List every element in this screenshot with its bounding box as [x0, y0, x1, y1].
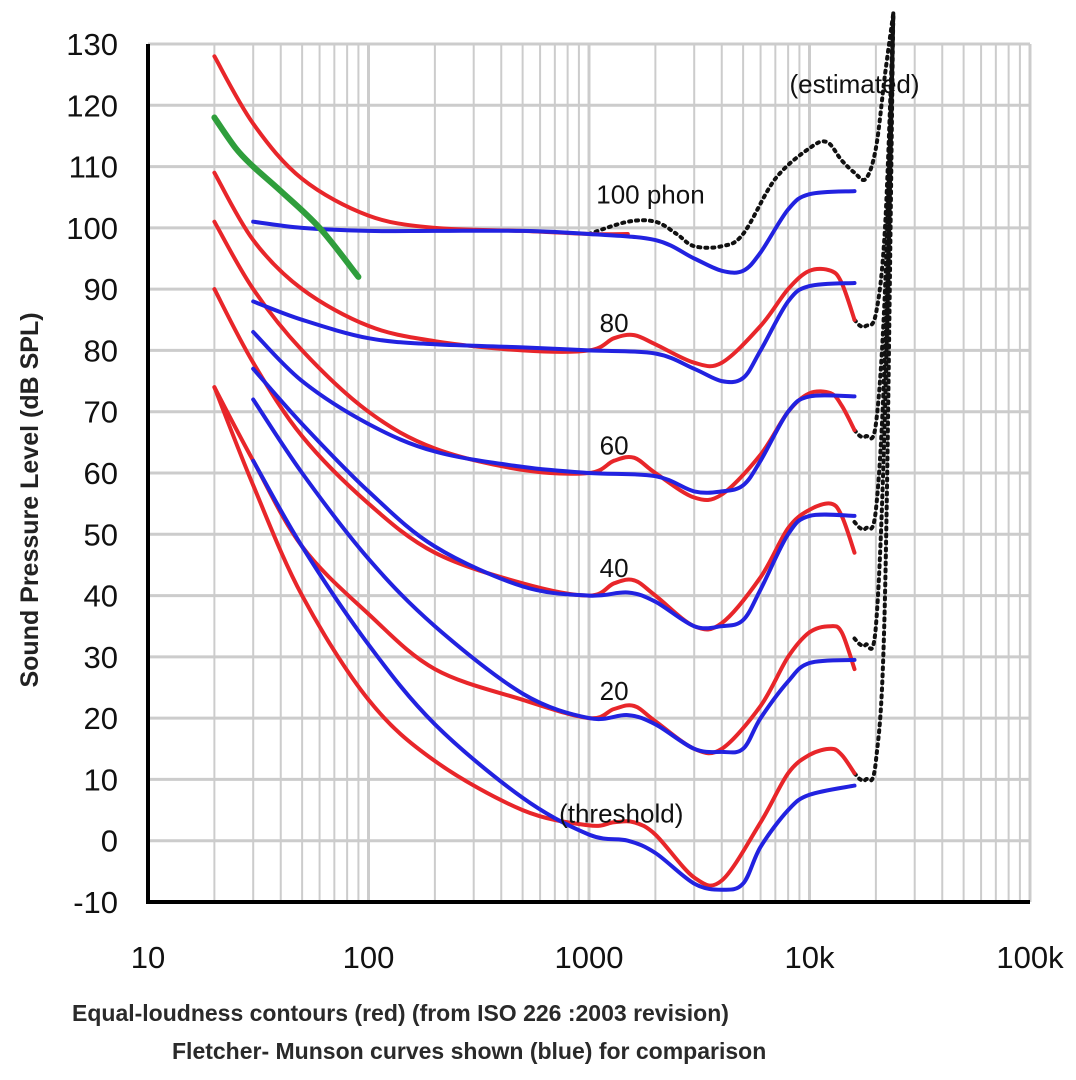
y-tick-label: 80	[84, 333, 118, 368]
caption-line-1: Equal-loudness contours (red) (from ISO …	[72, 1000, 729, 1026]
y-axis-label: Sound Pressure Level (dB SPL)	[16, 312, 44, 687]
x-tick-label: 10	[131, 940, 165, 975]
red-contour-line	[212, 170, 857, 369]
blue-contour-line	[251, 330, 857, 495]
red-contour-line	[212, 219, 857, 503]
y-tick-label: -10	[73, 885, 118, 920]
estimated-dotted-line	[587, 11, 896, 250]
blue-contour-line	[251, 189, 857, 275]
y-tick-label: 40	[84, 579, 118, 614]
x-tick-label: 100	[343, 940, 395, 975]
estimated-dotted-line	[852, 11, 896, 532]
curve-annotation: 60	[600, 431, 629, 461]
x-tick-label: 10k	[785, 940, 835, 975]
curve-annotation: 40	[600, 553, 629, 583]
red-contour-line	[212, 385, 857, 888]
y-tick-label: 50	[84, 517, 118, 552]
y-tick-label: 0	[101, 824, 118, 859]
y-tick-label: 30	[84, 640, 118, 675]
curve-annotation: 100 phon	[596, 179, 704, 209]
x-tick-label: 1000	[555, 940, 624, 975]
blue-contour-line	[251, 458, 857, 892]
estimated-dotted-line	[852, 11, 896, 784]
y-tick-label: 130	[66, 27, 118, 62]
y-tick-label: 20	[84, 701, 118, 736]
red-contour-line	[212, 54, 630, 237]
y-tick-label: 10	[84, 762, 118, 797]
estimated-dotted-line	[852, 11, 896, 441]
y-tick-label: 70	[84, 395, 118, 430]
chart-series	[211, 11, 896, 892]
curve-annotation: (estimated)	[789, 69, 919, 99]
curve-annotation: (threshold)	[559, 798, 683, 828]
blue-contour-line	[251, 366, 857, 631]
curve-annotation: 80	[600, 308, 629, 338]
y-tick-label: 90	[84, 272, 118, 307]
y-tick-label: 110	[69, 150, 118, 185]
y-tick-label: 100	[66, 211, 118, 246]
red-contour-line	[212, 287, 857, 632]
y-tick-label: 60	[84, 456, 118, 491]
curve-annotation: 20	[600, 676, 629, 706]
chart-annotations: (estimated) 100 phon 80 60 40 20 (threshold)	[559, 69, 919, 828]
blue-contour-line	[251, 281, 857, 385]
x-tick-label: 100k	[996, 940, 1064, 975]
caption-line-2: Fletcher- Munson curves shown (blue) for…	[172, 1038, 767, 1064]
y-tick-label: 120	[66, 88, 118, 123]
blue-contour-line	[251, 397, 857, 755]
chart-axes	[146, 44, 1030, 904]
red-contour-line	[212, 385, 857, 756]
x-tick-labels: 10 100 1000 10k 100k	[131, 940, 1064, 975]
green-highlight-line	[211, 114, 362, 280]
